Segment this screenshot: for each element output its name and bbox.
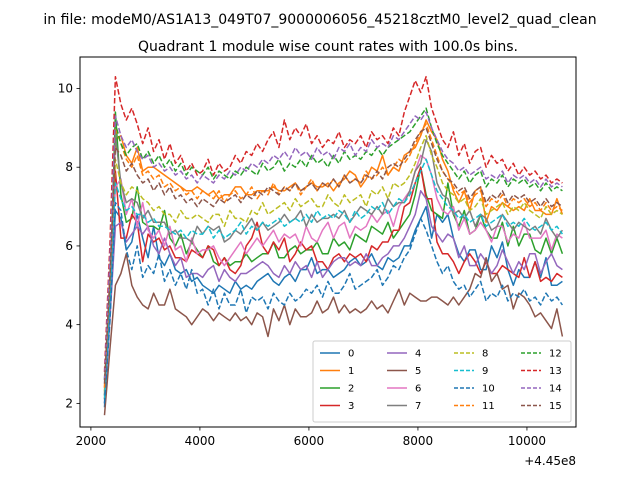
legend-label-11: 11 — [482, 401, 495, 412]
y-tick-label: 10 — [58, 81, 73, 95]
legend-label-1: 1 — [348, 366, 354, 377]
series-line-4 — [103, 190, 563, 404]
series-line-7 — [103, 134, 564, 396]
legend-label-9: 9 — [482, 366, 488, 377]
figure-suptitle: in file: modeM0/AS1A13_049T07_9000006056… — [43, 12, 596, 28]
series-line-0 — [103, 205, 563, 408]
series-line-6 — [103, 154, 563, 392]
legend-label-8: 8 — [482, 349, 488, 360]
series-line-13 — [103, 75, 563, 372]
legend-label-12: 12 — [549, 349, 562, 360]
legend-label-6: 6 — [415, 384, 421, 395]
x-tick-label: 10000 — [508, 434, 546, 448]
y-tick-label: 2 — [65, 396, 73, 410]
series-line-15 — [103, 127, 563, 384]
series-line-8 — [103, 134, 563, 392]
x-axis-offset-text: +4.45e8 — [524, 454, 576, 468]
legend-label-7: 7 — [415, 401, 421, 412]
series-line-14 — [103, 111, 563, 380]
x-tick-label: 4000 — [185, 434, 216, 448]
series-line-9 — [103, 158, 564, 400]
y-tick-label: 6 — [65, 239, 73, 253]
plot-area — [103, 75, 564, 416]
legend-label-13: 13 — [549, 366, 562, 377]
x-tick-label: 6000 — [294, 434, 325, 448]
legend-label-10: 10 — [482, 384, 495, 395]
legend-box — [312, 340, 572, 423]
y-tick-label: 8 — [65, 160, 73, 174]
legend-label-5: 5 — [415, 366, 421, 377]
series-line-12 — [103, 107, 563, 380]
legend-label-15: 15 — [549, 401, 562, 412]
series-line-5 — [103, 253, 564, 416]
legend-label-0: 0 — [348, 349, 354, 360]
x-tick-label: 8000 — [403, 434, 434, 448]
x-tick-label: 2000 — [76, 434, 107, 448]
legend-label-4: 4 — [415, 349, 421, 360]
axes-frame — [79, 56, 577, 428]
chart-title: Quadrant 1 module wise count rates with … — [138, 39, 518, 55]
legend-label-2: 2 — [348, 384, 354, 395]
legend-label-14: 14 — [549, 384, 562, 395]
y-tick-label: 4 — [65, 318, 73, 332]
legend-label-3: 3 — [348, 401, 354, 412]
